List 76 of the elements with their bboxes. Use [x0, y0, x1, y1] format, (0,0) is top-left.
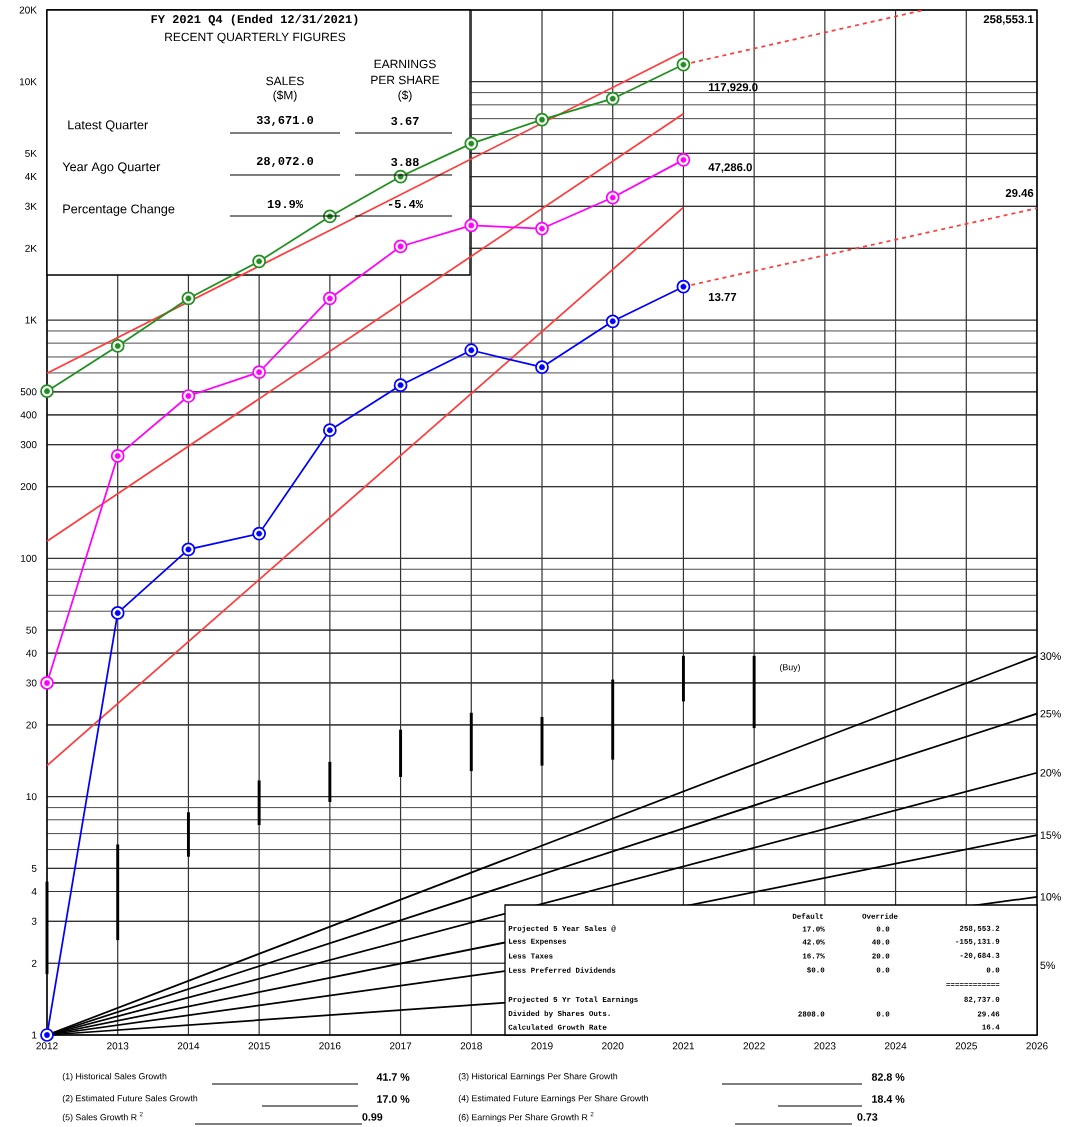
y-tick-label: 10K — [19, 78, 37, 86]
series-label: 5% — [1040, 961, 1055, 970]
x-tick-label: 2022 — [743, 1042, 765, 1050]
x-tick-label: 2026 — [1026, 1042, 1048, 1050]
y-tick-label: 10 — [26, 793, 37, 801]
y-tick-label: 50 — [26, 626, 37, 634]
text: 41.7 % — [376, 1073, 410, 1081]
series-label: 10% — [1040, 893, 1061, 901]
annotation: 13.77 — [708, 292, 737, 302]
text: 17.0 % — [377, 1095, 410, 1103]
x-tick-label: 2021 — [672, 1042, 695, 1050]
series-label: 20% — [1040, 768, 1061, 777]
y-tick-label: 20 — [26, 721, 37, 729]
annotation: Latest Quarter — [68, 120, 149, 132]
annotation: RECENT QUARTERLY FIGURES — [165, 32, 346, 44]
y-tick-label: 1K — [25, 316, 37, 324]
y-tick-label: 2 — [31, 959, 37, 967]
y-tick-label: 400 — [20, 411, 37, 419]
text: (1) Historical Sales Growth — [62, 1072, 167, 1082]
x-tick-label: 2012 — [36, 1042, 58, 1050]
annotation: FY 2021 Q4 (Ended 12/31/2021) — [151, 14, 358, 26]
annotation: (Buy) — [780, 663, 800, 673]
series-label: 25% — [1040, 709, 1061, 718]
text: (2) Estimated Future Sales Growth — [62, 1094, 198, 1104]
annotation: 3.88 — [391, 157, 419, 167]
x-tick-label: 2023 — [814, 1042, 836, 1050]
x-tick-label: 2014 — [177, 1042, 200, 1050]
text: 0.99 — [362, 1113, 383, 1121]
y-tick-label: 20K — [19, 6, 37, 14]
y-tick-label: 3K — [25, 202, 37, 210]
text: (6) Earnings Per Share Growth R $^{2}$ — [458, 1111, 594, 1123]
y-tick-label: 500 — [20, 388, 37, 396]
text: 82.8 % — [871, 1073, 905, 1081]
y-tick-label: 5K — [25, 149, 37, 157]
y-tick-label: 3 — [31, 917, 37, 925]
x-tick-label: 2019 — [531, 1042, 553, 1050]
x-tick-label: 2025 — [955, 1042, 977, 1050]
y-tick-label: 1 — [32, 1031, 37, 1039]
x-tick-label: 2020 — [602, 1042, 624, 1050]
text: (5) Sales Growth R $^{2}$ — [62, 1111, 143, 1123]
annotation: EARNINGS — [374, 59, 436, 69]
annotation: -5.4% — [388, 199, 424, 209]
annotation: SALES — [266, 76, 304, 86]
x-tick-label: 2013 — [107, 1042, 129, 1050]
x-tick-label: 2018 — [460, 1042, 482, 1050]
annotation: 3.67 — [391, 116, 419, 126]
annotation: 28,072.0 — [256, 156, 314, 168]
text: (4) Estimated Future Earnings Per Share Growth — [458, 1094, 648, 1104]
annotation: ($) — [398, 90, 412, 102]
x-tick-label: 2016 — [319, 1042, 341, 1050]
y-tick-label: 4K — [24, 173, 37, 180]
y-tick-label: 2K — [25, 244, 37, 252]
annotation: 47,286.0 — [708, 163, 752, 173]
text: 18.4 % — [872, 1095, 905, 1103]
annotation: 258,553.1 — [983, 15, 1034, 25]
text: (3) Historical Earnings Per Share Growth — [458, 1072, 618, 1082]
annotation: PER SHARE — [371, 75, 440, 85]
series-label: 15% — [1040, 831, 1061, 839]
y-tick-label: 40 — [26, 649, 37, 657]
series-label: 30% — [1040, 652, 1061, 660]
y-tick-label: 30 — [26, 679, 37, 687]
y-tick-label: 200 — [20, 483, 37, 491]
annotation: 29.46 — [1005, 188, 1034, 197]
annotation: Percentage Change — [63, 204, 175, 216]
x-tick-label: 2015 — [248, 1042, 270, 1050]
annotation: ($M) — [273, 90, 297, 102]
x-tick-label: 2024 — [884, 1042, 907, 1050]
y-tick-label: 100 — [21, 554, 37, 562]
annotation: Year Ago Quarter — [62, 162, 161, 174]
x-tick-label: 2017 — [389, 1042, 412, 1050]
y-tick-label: 4 — [31, 888, 37, 895]
annotation: 19.9% — [267, 199, 304, 209]
y-tick-label: 5 — [31, 864, 37, 872]
y-tick-label: 300 — [20, 441, 37, 449]
annotation: 33,671.0 — [256, 115, 314, 127]
text: 0.73 — [857, 1113, 878, 1121]
